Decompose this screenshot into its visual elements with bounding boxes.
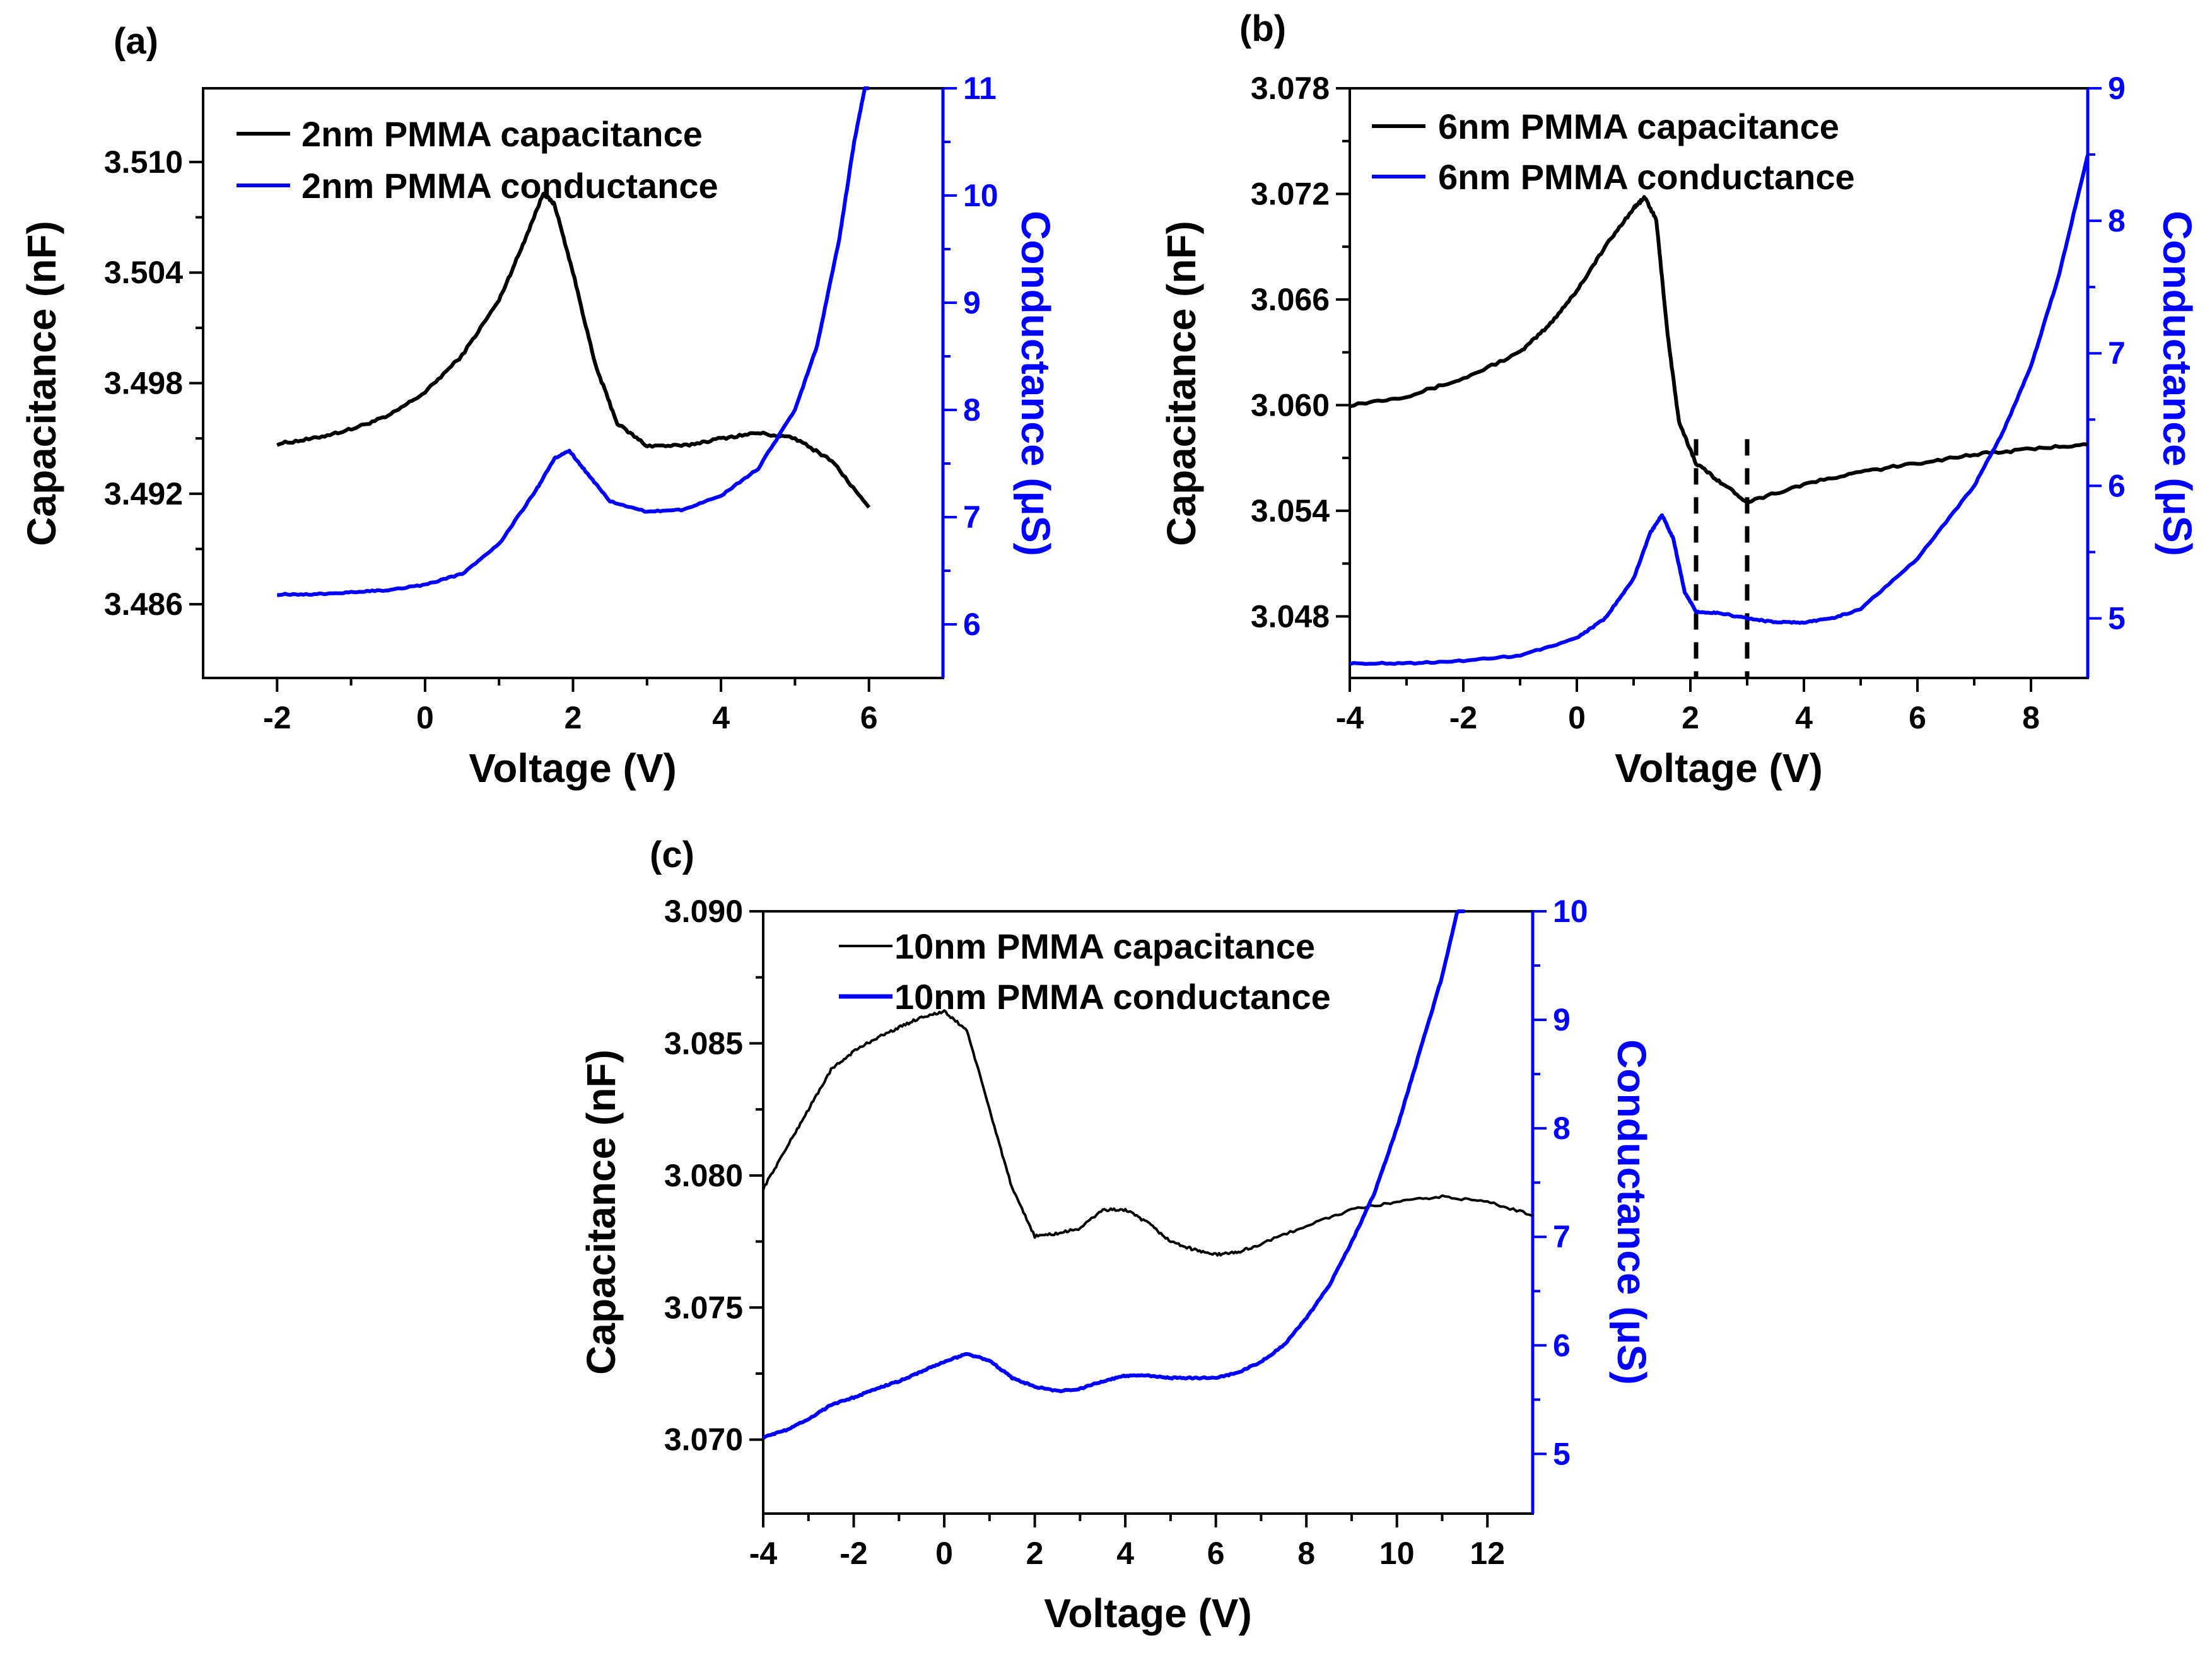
panel-a: (a) -2 0 2 4 6 3.486 3.492 3.498 3.504 3.510 6 7 8… bbox=[19, 21, 1058, 791]
x-tick-label: 8 bbox=[2022, 700, 2040, 735]
y-right-tick-label: 9 bbox=[2108, 71, 2126, 106]
y-right-tick-label: 10 bbox=[963, 178, 998, 213]
panel-a-x-axis-title: Voltage (V) bbox=[469, 745, 677, 791]
panel-b-y-axis-title-left: Capacitance (nF) bbox=[1159, 221, 1204, 546]
x-tick-label: 4 bbox=[712, 700, 730, 735]
x-tick-label: 0 bbox=[935, 1536, 953, 1571]
panel-c-right-ticks: 5 6 7 8 9 10 bbox=[1533, 894, 1588, 1471]
x-tick-label: 4 bbox=[1116, 1536, 1134, 1571]
y-right-tick-label: 5 bbox=[2108, 600, 2126, 636]
panel-c-series bbox=[762, 909, 1533, 1440]
y-left-tick-label: 3.498 bbox=[104, 366, 183, 401]
y-right-tick-label: 6 bbox=[2108, 468, 2126, 503]
x-tick-label: 10 bbox=[1379, 1536, 1415, 1571]
x-tick-label: -2 bbox=[1449, 700, 1477, 735]
panel-a-legend-capacitance: 2nm PMMA capacitance bbox=[301, 114, 703, 154]
conductance-series-line bbox=[762, 909, 1465, 1440]
y-right-tick-label: 9 bbox=[1553, 1002, 1571, 1037]
y-left-tick-label: 3.504 bbox=[104, 255, 183, 290]
x-tick-label: 6 bbox=[1909, 700, 1926, 735]
capacitance-series-line bbox=[276, 192, 871, 509]
conductance-series-line bbox=[1349, 154, 2090, 666]
panel-b: (b) -4 -2 0 2 4 6 8 3.0483.0543.0603.0663.0723… bbox=[1159, 8, 2200, 791]
panel-b-legend-conductance: 6nm PMMA conductance bbox=[1438, 157, 1855, 197]
x-tick-label: 0 bbox=[416, 700, 434, 735]
y-right-tick-label: 5 bbox=[1553, 1436, 1571, 1471]
y-right-tick-label: 8 bbox=[963, 392, 981, 428]
panel-b-legend-capacitance: 6nm PMMA capacitance bbox=[1438, 107, 1839, 146]
panel-c-legend-capacitance: 10nm PMMA capacitance bbox=[894, 926, 1315, 966]
panel-b-series bbox=[1349, 154, 2090, 666]
y-left-tick-label: 3.510 bbox=[104, 144, 183, 180]
panel-a-right-ticks: 6 7 8 9 10 11 bbox=[943, 71, 998, 642]
x-tick-label: -2 bbox=[840, 1536, 867, 1571]
panel-c-legend-conductance: 10nm PMMA conductance bbox=[894, 977, 1331, 1017]
x-tick-label: -4 bbox=[1336, 700, 1364, 735]
y-right-tick-label: 7 bbox=[1553, 1219, 1571, 1254]
y-left-tick-label: 3.090 bbox=[664, 894, 743, 929]
x-tick-label: 12 bbox=[1470, 1536, 1505, 1571]
panel-a-label: (a) bbox=[114, 21, 158, 62]
panel-a-y-axis-title-right: Conductance (μS) bbox=[1013, 211, 1058, 556]
panel-a-left-ticks: 3.486 3.492 3.498 3.504 3.510 bbox=[104, 144, 203, 622]
panel-a-legend: 2nm PMMA capacitance 2nm PMMA conductanc… bbox=[237, 114, 718, 206]
y-left-tick-label: 3.048 bbox=[1251, 598, 1330, 634]
panel-c-left-ticks: 3.070 3.075 3.080 3.085 3.090 bbox=[664, 894, 763, 1457]
capacitance-series-line bbox=[1349, 195, 2088, 505]
y-left-tick-label: 3.054 bbox=[1251, 493, 1330, 528]
panel-b-x-axis-title: Voltage (V) bbox=[1615, 745, 1823, 791]
y-right-tick-label: 10 bbox=[1553, 894, 1588, 929]
y-right-tick-label: 9 bbox=[963, 285, 981, 320]
panel-c-label: (c) bbox=[650, 834, 694, 875]
x-tick-label: 2 bbox=[1682, 700, 1699, 735]
y-right-tick-label: 7 bbox=[2108, 336, 2126, 371]
y-left-tick-label: 3.075 bbox=[664, 1290, 743, 1325]
y-left-tick-label: 3.080 bbox=[664, 1158, 743, 1193]
panel-c-x-axis-title: Voltage (V) bbox=[1044, 1591, 1252, 1636]
y-left-tick-label: 3.078 bbox=[1251, 71, 1330, 106]
panel-b-y-axis-title-right: Conductance (μS) bbox=[2155, 211, 2200, 556]
x-tick-label: 6 bbox=[860, 700, 878, 735]
panel-a-y-axis-title-left: Capacitance (nF) bbox=[19, 221, 64, 546]
y-left-tick-label: 3.066 bbox=[1251, 282, 1330, 317]
panel-c-y-axis-title-right: Conductance (μS) bbox=[1609, 1039, 1654, 1385]
panel-b-label: (b) bbox=[1239, 8, 1286, 49]
panel-c: (c) -4 -2 0 2 4 6 8 10 12 3.0703.0753.0803.0853.… bbox=[578, 834, 1654, 1636]
y-right-tick-label: 8 bbox=[2108, 203, 2126, 238]
panel-b-markers bbox=[1694, 439, 1750, 678]
y-right-tick-label: 6 bbox=[963, 607, 981, 642]
x-tick-label: 4 bbox=[1795, 700, 1813, 735]
panel-a-series bbox=[276, 86, 871, 597]
y-right-tick-label: 7 bbox=[963, 499, 981, 535]
x-tick-label: 2 bbox=[1026, 1536, 1044, 1571]
x-tick-label: 8 bbox=[1297, 1536, 1315, 1571]
y-left-tick-label: 3.486 bbox=[104, 587, 183, 622]
x-tick-label: -2 bbox=[263, 700, 291, 735]
y-right-tick-label: 8 bbox=[1553, 1111, 1571, 1146]
x-tick-label: 6 bbox=[1207, 1536, 1225, 1571]
panel-b-x-ticks: -4 -2 0 2 4 6 8 bbox=[1336, 678, 2040, 735]
x-tick-label: 0 bbox=[1568, 700, 1586, 735]
panel-b-legend: 6nm PMMA capacitance 6nm PMMA conductanc… bbox=[1372, 107, 1855, 197]
y-left-tick-label: 3.492 bbox=[104, 476, 183, 511]
panel-a-x-ticks: -2 0 2 4 6 bbox=[263, 678, 878, 735]
y-left-tick-label: 3.072 bbox=[1251, 176, 1330, 211]
capacitance-series-line bbox=[762, 1009, 1533, 1257]
panel-b-right-ticks: 5 6 7 8 9 bbox=[2088, 71, 2126, 636]
y-right-tick-label: 11 bbox=[963, 71, 997, 106]
panel-a-legend-conductance: 2nm PMMA conductance bbox=[301, 166, 718, 206]
panel-b-left-ticks: 3.048 3.054 3.060 3.066 3.072 3.078 bbox=[1251, 71, 1350, 634]
y-left-tick-label: 3.070 bbox=[664, 1422, 743, 1457]
y-left-tick-label: 3.060 bbox=[1251, 387, 1330, 423]
x-tick-label: -4 bbox=[749, 1536, 778, 1571]
panel-c-legend: 10nm PMMA capacitance 10nm PMMA conducta… bbox=[839, 926, 1331, 1017]
conductance-series-line bbox=[277, 86, 870, 597]
y-right-tick-label: 6 bbox=[1553, 1328, 1571, 1363]
panel-c-y-axis-title-left: Capacitance (nF) bbox=[578, 1049, 624, 1375]
y-left-tick-label: 3.085 bbox=[664, 1025, 743, 1061]
x-tick-label: 2 bbox=[565, 700, 582, 735]
panel-c-x-ticks: -4 -2 0 2 4 6 8 10 12 bbox=[749, 1514, 1505, 1571]
